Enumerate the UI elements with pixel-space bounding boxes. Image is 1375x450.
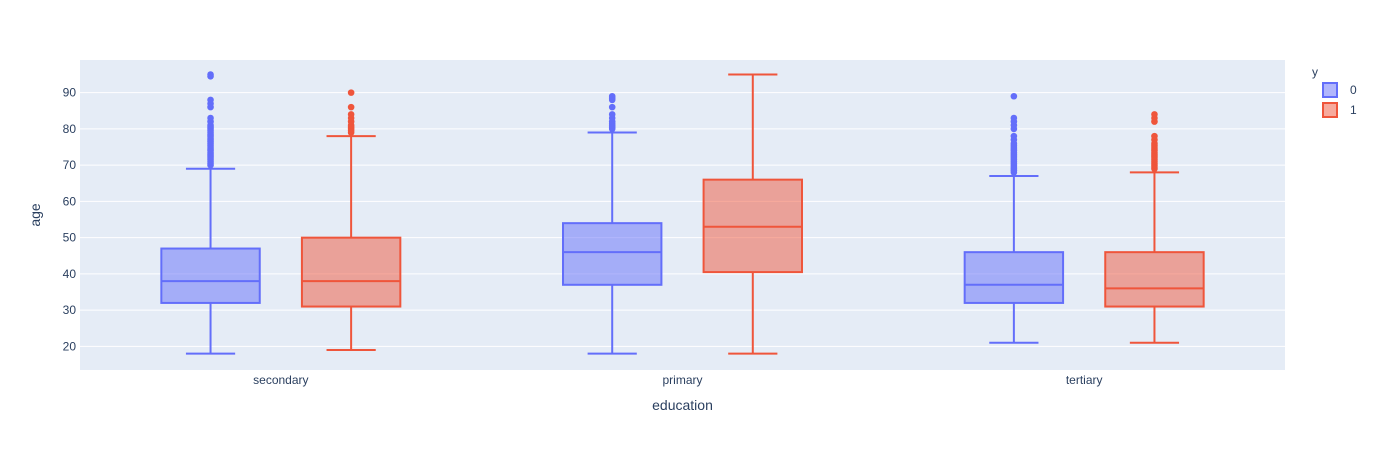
- y-tick-label: 60: [63, 194, 77, 208]
- box-secondary-series-0[interactable]: [160, 71, 261, 355]
- y-tick-label: 30: [63, 303, 77, 317]
- outlier-point: [347, 89, 355, 96]
- y-tick-labels: 20 30 40 50 60 70 80 90: [63, 86, 77, 354]
- legend-swatch-0: [1322, 82, 1338, 98]
- y-tick-label: 40: [63, 267, 77, 281]
- y-tick-label: 20: [63, 339, 77, 353]
- legend-title: y: [1312, 65, 1318, 79]
- outlier-point: [1010, 92, 1018, 100]
- outlier-point: [1151, 111, 1158, 118]
- legend-swatch-1: [1322, 102, 1338, 118]
- legend-label-1: 1: [1350, 103, 1357, 117]
- outlier-point: [1010, 114, 1018, 122]
- x-tick-label: tertiary: [1066, 373, 1103, 387]
- y-tick-label: 50: [63, 231, 77, 245]
- iqr-box: [160, 247, 261, 304]
- x-tick-label: primary: [662, 373, 702, 387]
- x-tick-labels: secondary primary tertiary: [253, 373, 1102, 387]
- y-gridlines: [80, 92, 1285, 347]
- box-primary-series-1[interactable]: [702, 73, 803, 355]
- iqr-box: [963, 251, 1065, 304]
- box-secondary-series-1[interactable]: [300, 89, 402, 352]
- y-tick-label: 90: [63, 86, 77, 100]
- outlier-point: [347, 103, 355, 111]
- x-tick-label: secondary: [253, 373, 308, 387]
- outlier-point: [207, 96, 214, 104]
- x-axis-title: education: [652, 397, 713, 413]
- box-tertiary-series-1[interactable]: [1104, 111, 1205, 344]
- outlier-point: [608, 103, 616, 111]
- iqr-box: [300, 236, 402, 308]
- legend-label-0: 0: [1350, 83, 1357, 97]
- outlier-point: [347, 111, 355, 118]
- box-traces[interactable]: [160, 71, 1205, 355]
- outlier-point: [608, 111, 616, 118]
- outlier-point: [608, 92, 616, 100]
- box-primary-series-0[interactable]: [562, 92, 663, 355]
- legend: y 0 1: [1312, 65, 1357, 118]
- y-tick-label: 80: [63, 122, 77, 136]
- outlier-point: [207, 114, 214, 122]
- y-axis-title: age: [27, 203, 43, 227]
- outlier-point: [1010, 132, 1018, 140]
- iqr-box: [1104, 251, 1205, 308]
- box-tertiary-series-0[interactable]: [963, 92, 1065, 344]
- outlier-point: [1151, 132, 1158, 140]
- iqr-box: [562, 222, 663, 286]
- outlier-point: [207, 71, 214, 78]
- plot-background: [80, 60, 1285, 370]
- y-tick-label: 70: [63, 158, 77, 172]
